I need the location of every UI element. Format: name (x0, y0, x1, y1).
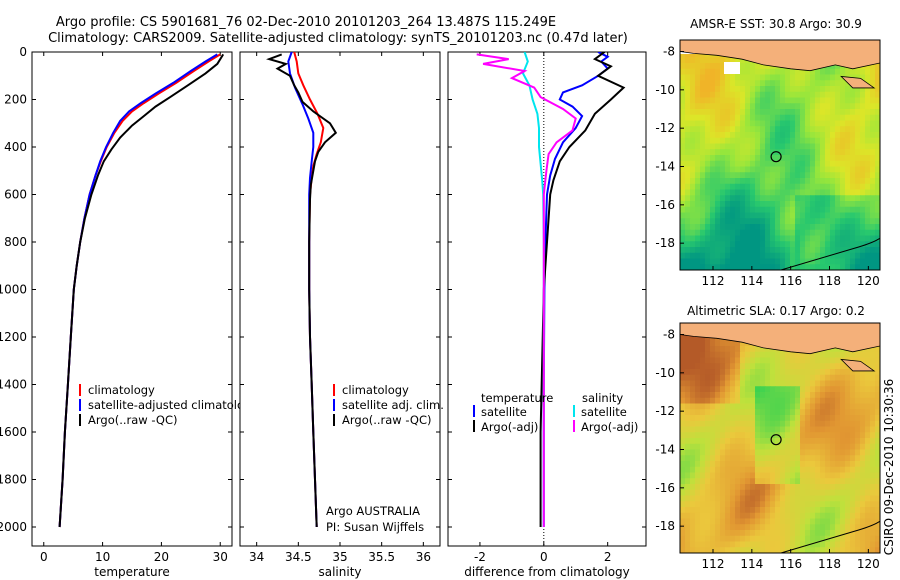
y-tick-label: 1800 (0, 473, 27, 487)
map-title: AMSR-E SST: 30.8 Argo: 30.9 (690, 17, 862, 31)
field-raster (680, 40, 880, 270)
y-tick-label: 1000 (0, 283, 27, 297)
footer-credit: CSIRO 09-Dec-2010 10:30:36 (882, 379, 896, 556)
x-tick-label: 35.5 (368, 550, 395, 564)
x-tick-label: 114 (740, 274, 763, 288)
x-tick-label: 20 (154, 550, 169, 564)
series-line-1 (539, 52, 626, 527)
figure-title-line2: Climatology: CARS2009. Satellite-adjuste… (48, 31, 628, 46)
x-tick-label: 118 (818, 557, 841, 571)
y-tick-label: 400 (4, 140, 27, 154)
x-tick-label: -2 (474, 550, 486, 564)
legend-label: climatology (88, 383, 155, 397)
x-tick-label: 118 (818, 274, 841, 288)
salinity-profile-panel: 34 34.5 35 35.5 36 salinity climatologysatelli… (239, 51, 444, 579)
y-tick-label: 1400 (0, 378, 27, 392)
legend-label: satellite (581, 405, 627, 419)
legend-label: satellite (481, 405, 527, 419)
y-tick-label: 1600 (0, 425, 27, 439)
field-raster (680, 323, 880, 553)
x-tick-label: 116 (779, 557, 802, 571)
sla-map-panel: Altimetric SLA: 0.17 Argo: 0.2 112 114 116 1… (655, 304, 881, 571)
y-tick-label: -12 (655, 121, 675, 135)
x-tick-label: 36 (416, 550, 431, 564)
legend-label: Argo(-adj) (581, 420, 638, 434)
australia-coastline (780, 507, 880, 553)
sst-map-panel: AMSR-E SST: 30.8 Argo: 30.9 112 114 116 118 1… (655, 17, 881, 288)
x-tick-label: 35 (332, 550, 347, 564)
legend-heading-salinity: salinity (582, 391, 623, 405)
argo-pi-annotation: PI: Susan Wijffels (326, 520, 424, 534)
australia-coastline (780, 224, 880, 270)
x-tick-label: 0 (40, 550, 48, 564)
x-tick-label: 0 (540, 550, 548, 564)
x-tick-label: 114 (740, 557, 763, 571)
plot-frame (447, 51, 647, 547)
legend-heading-temperature: temperature (481, 391, 553, 405)
y-tick-label: -10 (655, 83, 675, 97)
plot-frame (31, 51, 233, 547)
y-tick-label: -18 (655, 519, 675, 533)
y-tick-label: -14 (655, 443, 675, 457)
island-coastline (840, 358, 876, 372)
argo-country-annotation: Argo AUSTRALIA (326, 504, 420, 518)
y-tick-label: -16 (655, 198, 675, 212)
x-tick-label: 112 (702, 274, 725, 288)
argo-position-marker (770, 151, 782, 163)
y-tick-label: -16 (655, 481, 675, 495)
x-tick-label: 30 (213, 550, 228, 564)
map-title: Altimetric SLA: 0.17 Argo: 0.2 (687, 304, 865, 318)
plot-frame (239, 51, 441, 547)
y-tick-label: -14 (655, 160, 675, 174)
missing-data-patch (724, 62, 740, 74)
legend-label: climatology (342, 383, 409, 397)
map-frame (679, 322, 881, 554)
y-tick-label: 1200 (0, 330, 27, 344)
legend-label: satellite adj. clim. (342, 398, 444, 412)
y-tick-label: 2000 (0, 520, 27, 534)
land-coastline (680, 323, 880, 355)
x-axis-label: salinity (318, 565, 361, 579)
x-tick-label: 34.5 (285, 550, 312, 564)
y-tick-label: 800 (4, 235, 27, 249)
temperature-profile-panel: 0 10 20 30 0 200 400 600 800 1000 1200 1400 1600 1800… (0, 45, 258, 579)
legend-label: satellite-adjusted climatology (88, 398, 258, 412)
x-tick-label: 112 (702, 557, 725, 571)
y-tick-label: -12 (655, 404, 675, 418)
x-tick-label: 120 (857, 557, 880, 571)
y-tick-label: -18 (655, 236, 675, 250)
y-tick-label: 0 (19, 45, 27, 59)
y-tick-label: -8 (663, 328, 675, 342)
figure-title-line1: Argo profile: CS 5901681_76 02-Dec-2010 … (56, 15, 556, 30)
x-tick-label: 10 (95, 550, 110, 564)
argo-position-marker (770, 434, 782, 446)
legend-label: Argo(-adj) (481, 420, 538, 434)
y-tick-label: 200 (4, 93, 27, 107)
map-frame (679, 39, 881, 271)
legend-label: Argo(..raw -QC) (342, 413, 432, 427)
series-line-2 (266, 53, 338, 528)
x-tick-label: 2 (604, 550, 612, 564)
y-tick-label: 600 (4, 188, 27, 202)
x-tick-label: 116 (779, 274, 802, 288)
x-tick-label: 120 (857, 274, 880, 288)
legend-label: Argo(..raw -QC) (88, 413, 178, 427)
x-axis-label: temperature (94, 565, 169, 579)
y-tick-label: -10 (655, 366, 675, 380)
x-axis-label: difference from climatology (464, 565, 630, 579)
land-coastline (680, 40, 880, 72)
y-tick-label: -8 (663, 45, 675, 59)
series-line-3 (476, 53, 577, 527)
series-line-2 (58, 53, 225, 528)
x-tick-label: 34 (249, 550, 264, 564)
island-coastline (840, 75, 876, 89)
